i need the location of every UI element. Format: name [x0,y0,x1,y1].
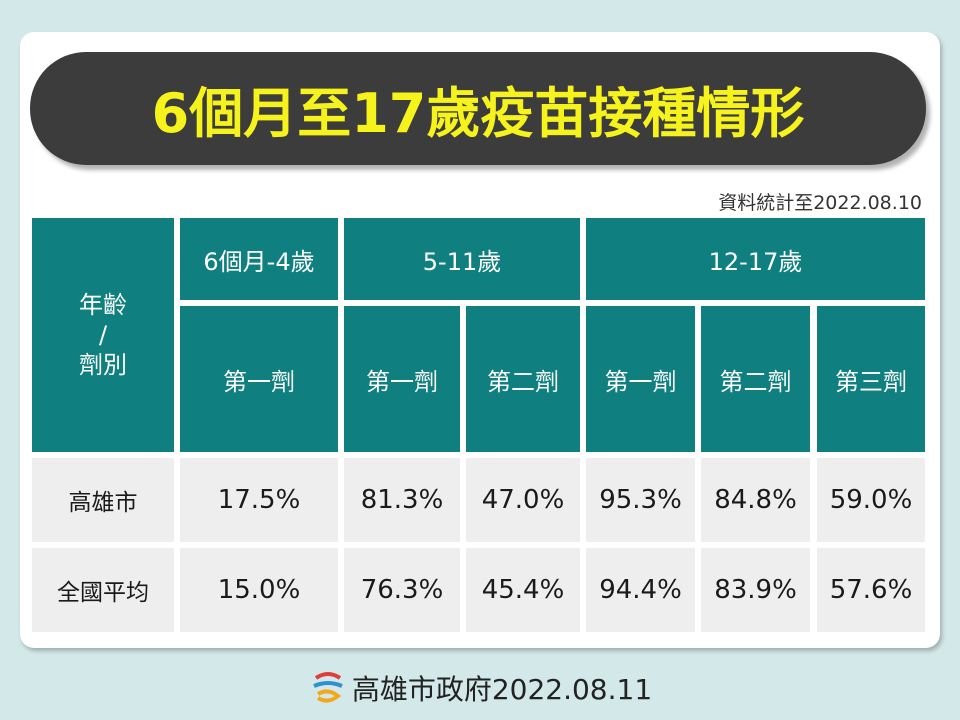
corner-header: 年齡 / 劑別 [32,218,174,452]
value-cell: 59.0% [817,458,925,542]
dose-header: 第一劑 [344,306,460,452]
value-cell: 45.4% [466,548,580,632]
value-cell: 47.0% [466,458,580,542]
logo [313,672,343,703]
title: 6個月至17歲疫苗接種情形 [30,52,926,165]
row-label: 高雄市 [32,458,174,542]
corner-line: / [98,321,108,349]
value-cell: 94.4% [586,548,695,632]
value-cell: 57.6% [817,548,925,632]
dose-header: 第三劑 [817,306,925,452]
dose-header: 第一劑 [586,306,695,452]
value-cell: 17.5% [180,458,338,542]
footer-text: 高雄市政府2022.08.11 [351,673,653,706]
dose-header: 第二劑 [466,306,580,452]
group-header: 5-11歲 [344,218,580,300]
value-cell: 83.9% [701,548,810,632]
value-cell: 76.3% [344,548,460,632]
value-cell: 84.8% [701,458,810,542]
source-note: 資料統計至2022.08.10 [718,192,922,214]
corner-line: 年齡 [79,291,127,319]
value-cell: 95.3% [586,458,695,542]
dose-header: 第一劑 [180,306,338,452]
corner-line: 劑別 [79,351,127,379]
group-header: 6個月-4歲 [180,218,338,300]
footer: 高雄市政府2022.08.11 [0,668,960,708]
dose-header: 第二劑 [701,306,810,452]
row-label: 全國平均 [32,548,174,632]
group-header: 12-17歲 [586,218,925,300]
value-cell: 81.3% [344,458,460,542]
value-cell: 15.0% [180,548,338,632]
